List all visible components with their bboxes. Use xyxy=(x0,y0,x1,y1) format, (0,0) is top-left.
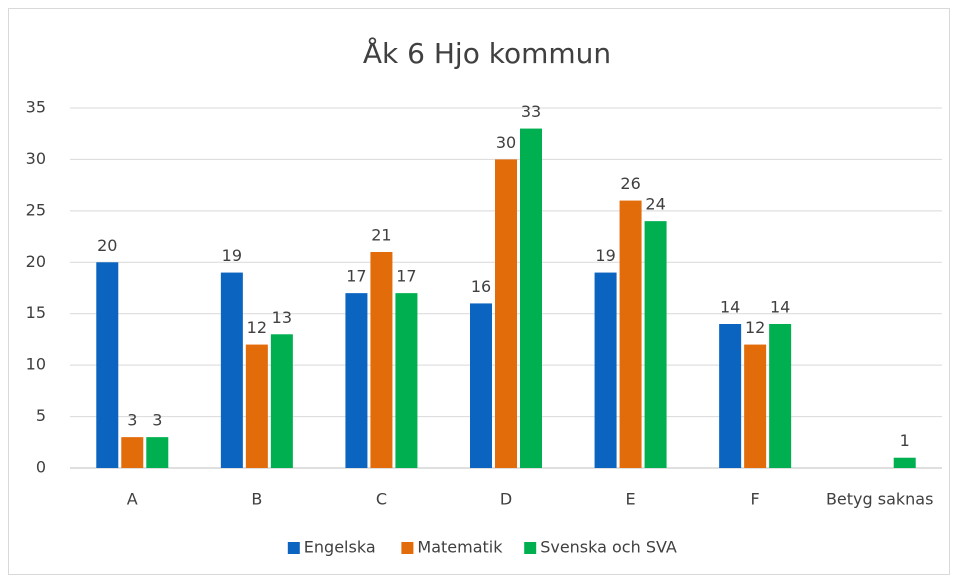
data-label: 33 xyxy=(521,102,541,121)
legend-label: Svenska och SVA xyxy=(540,538,677,557)
bar xyxy=(121,437,144,468)
bar xyxy=(470,303,492,468)
bar xyxy=(345,293,368,468)
bar xyxy=(96,262,119,468)
bar xyxy=(245,344,268,468)
x-tick-label: B xyxy=(251,490,262,509)
x-tick-label: E xyxy=(626,490,636,509)
data-label: 3 xyxy=(152,411,162,430)
x-tick-label: F xyxy=(751,490,760,509)
data-label: 19 xyxy=(222,246,242,265)
data-label: 12 xyxy=(745,318,765,337)
y-tick-label: 30 xyxy=(26,149,46,168)
legend-label: Matematik xyxy=(417,538,503,557)
data-label: 21 xyxy=(371,226,391,245)
data-label: 17 xyxy=(396,267,416,286)
data-label: 14 xyxy=(720,298,740,317)
data-label: 30 xyxy=(496,133,516,152)
bar xyxy=(520,128,542,469)
bar xyxy=(146,437,169,468)
x-tick-label: D xyxy=(500,490,512,509)
bar xyxy=(395,293,418,468)
bar xyxy=(719,324,742,468)
bar xyxy=(744,344,767,468)
chart-title: Åk 6 Hjo kommun xyxy=(363,36,611,70)
data-label: 13 xyxy=(272,308,292,327)
y-tick-label: 10 xyxy=(26,355,46,374)
legend-swatch xyxy=(524,542,537,554)
bar xyxy=(619,200,642,469)
bar xyxy=(495,159,517,468)
data-label: 3 xyxy=(127,411,137,430)
data-label: 17 xyxy=(346,267,366,286)
x-tick-label: C xyxy=(376,490,387,509)
y-tick-label: 5 xyxy=(36,406,46,425)
y-tick-label: 20 xyxy=(26,252,46,271)
data-label: 16 xyxy=(471,277,491,296)
data-label: 26 xyxy=(620,174,640,193)
bar xyxy=(644,221,667,468)
data-label: 20 xyxy=(97,236,117,255)
bar xyxy=(769,324,792,468)
bar xyxy=(594,272,617,468)
legend-swatch xyxy=(287,542,300,554)
x-tick-label: A xyxy=(127,490,138,509)
y-tick-label: 35 xyxy=(26,98,46,117)
bar xyxy=(270,334,293,468)
chart-frame xyxy=(8,8,950,575)
y-tick-label: 25 xyxy=(26,200,46,219)
data-label: 12 xyxy=(247,318,267,337)
bar xyxy=(893,457,916,468)
legend-swatch xyxy=(401,542,414,554)
legend-label: Engelska xyxy=(304,538,376,557)
data-label: 14 xyxy=(770,298,790,317)
data-label: 24 xyxy=(645,195,665,214)
y-tick-label: 15 xyxy=(26,303,46,322)
y-tick-label: 0 xyxy=(36,458,46,477)
bar xyxy=(370,252,393,468)
bar xyxy=(220,272,243,468)
data-label: 1 xyxy=(900,431,910,450)
data-label: 19 xyxy=(595,246,615,265)
x-tick-label: Betyg saknas xyxy=(826,490,934,509)
